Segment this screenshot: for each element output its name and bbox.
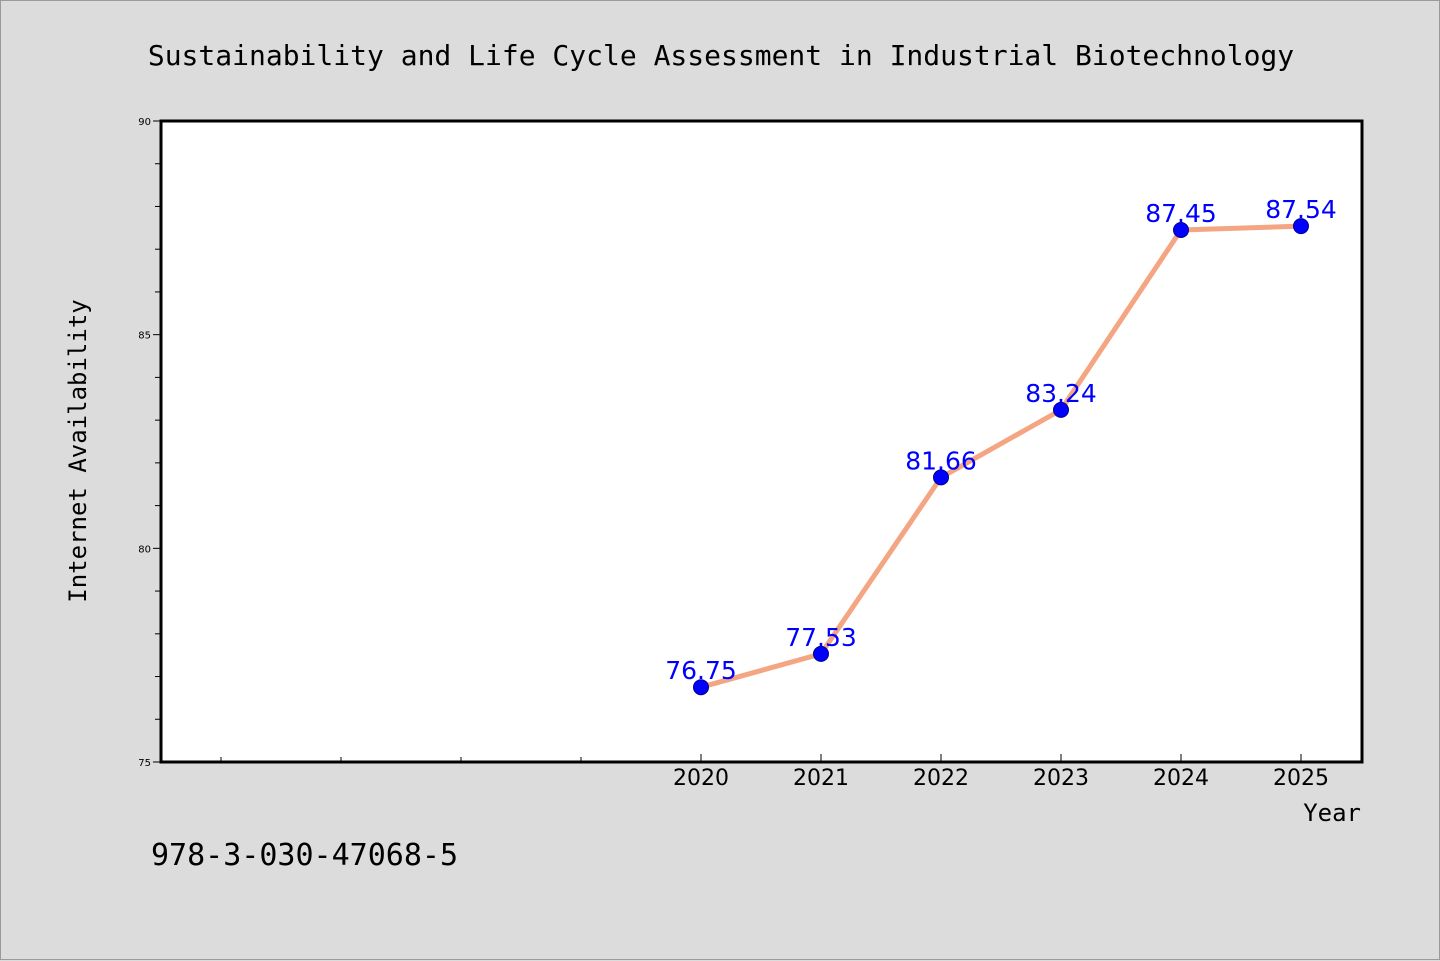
y-tick-label: 80 [138, 544, 151, 555]
x-tick-label: 2025 [1273, 766, 1329, 791]
x-tick-label: 2024 [1153, 766, 1209, 791]
footnote-isbn: 978-3-030-47068-5 [151, 838, 458, 873]
y-axis-label: Internet Availability [64, 299, 92, 602]
y-tick-label: 90 [138, 117, 151, 128]
x-tick-label: 2020 [673, 766, 729, 791]
y-axis: 75 80 85 90 [138, 117, 161, 769]
x-axis-label: Year [1303, 799, 1361, 827]
plot-area [159, 119, 1364, 764]
data-label: 81.66 [905, 446, 977, 475]
series-group: 76.75 77.53 81.66 83.24 87.45 87.54 [665, 195, 1337, 696]
data-point [933, 469, 949, 486]
y-tick-label: 85 [138, 331, 151, 342]
data-point [1053, 401, 1069, 418]
data-label: 83.24 [1025, 379, 1097, 408]
data-label: 87.45 [1145, 199, 1217, 228]
data-label: 77.53 [785, 623, 857, 652]
data-point [1293, 218, 1309, 235]
data-label: 87.54 [1265, 195, 1337, 224]
data-point [693, 679, 709, 696]
x-axis: 2020 2021 2022 2023 2024 2025 [220, 754, 1329, 791]
y-tick-label: 75 [138, 758, 151, 769]
x-tick-label: 2022 [913, 766, 969, 791]
data-point [1173, 221, 1189, 238]
data-point [813, 645, 829, 662]
x-tick-label: 2023 [1033, 766, 1089, 791]
x-tick-label: 2021 [793, 766, 849, 791]
series-line [700, 223, 1302, 690]
data-label: 76.75 [665, 656, 737, 685]
chart-title: Sustainability and Life Cycle Assessment… [148, 39, 1294, 72]
